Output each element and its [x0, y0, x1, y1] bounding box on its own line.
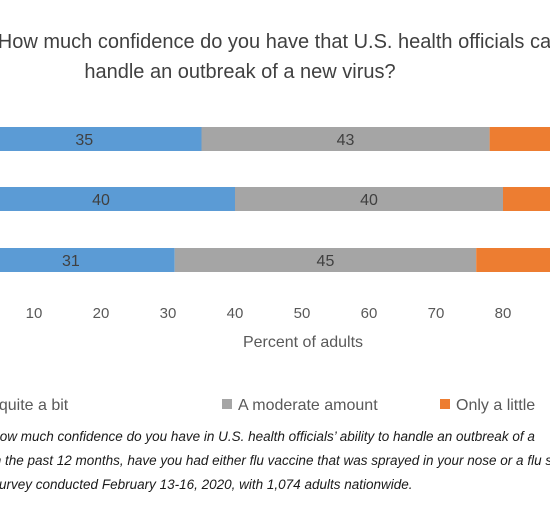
data-label-row3-series2: 45 — [317, 253, 335, 270]
legend-label-3: Only a little — [456, 397, 535, 414]
bar-row2-series1 — [0, 187, 235, 211]
chart-title-line-2: handle an outbreak of a new virus? — [84, 61, 395, 83]
x-tick-60: 60 — [361, 305, 378, 322]
bar-row1-series3 — [489, 127, 550, 151]
legend-swatch-3 — [440, 399, 450, 409]
x-tick-80: 80 — [495, 305, 512, 322]
x-tick-40: 40 — [227, 305, 244, 322]
x-tick-50: 50 — [294, 305, 311, 322]
bar-row3-series1 — [0, 248, 175, 272]
x-tick-10: 10 — [26, 305, 43, 322]
bar-row2-series3 — [503, 187, 550, 211]
data-label-row2-series1: 40 — [92, 192, 110, 209]
bar-row1-series2 — [201, 127, 490, 151]
data-label-row1-series1: 35 — [75, 132, 93, 149]
data-label-row1-series2: 43 — [337, 132, 355, 149]
footnote-question-2: In the past 12 months, have you had eith… — [0, 453, 550, 468]
x-axis-label: Percent of adults — [243, 334, 363, 351]
chart-title-line-1: How much confidence do you have that U.S… — [0, 31, 550, 53]
data-label-row2-series2: 40 — [360, 192, 378, 209]
legend-label-1: A great deal/quite a bit — [0, 397, 69, 414]
bar-row1-series1 — [0, 127, 202, 151]
footnote-question-1: How much confidence do you have in U.S. … — [0, 429, 535, 444]
x-tick-70: 70 — [428, 305, 445, 322]
footnote-survey-info: Survey conducted February 13-16, 2020, w… — [0, 477, 413, 492]
bar-row2-series2 — [235, 187, 503, 211]
legend: A great deal/quite a bit A moderate amoun… — [0, 397, 535, 414]
x-tick-30: 30 — [160, 305, 177, 322]
x-ticks-group: 10 20 30 40 50 60 70 80 — [26, 305, 512, 322]
legend-label-2: A moderate amount — [238, 397, 378, 414]
legend-swatch-2 — [222, 399, 232, 409]
x-tick-20: 20 — [93, 305, 110, 322]
data-label-row3-series1: 31 — [62, 253, 80, 270]
bar-row3-series2 — [174, 248, 477, 272]
bars-group: 3543404031452 — [0, 127, 550, 272]
bar-row3-series3 — [476, 248, 550, 272]
